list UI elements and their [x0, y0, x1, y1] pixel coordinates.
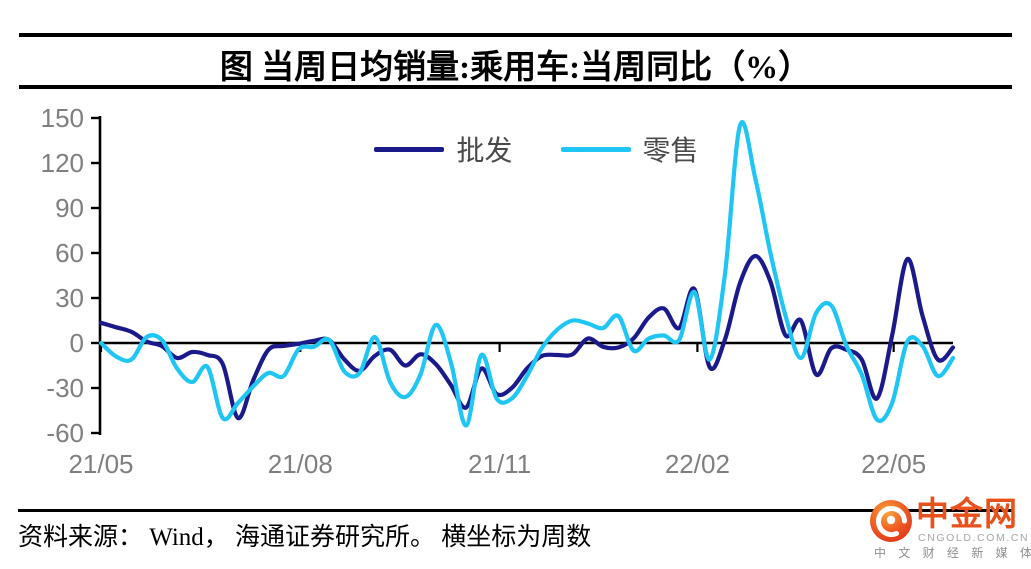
legend-label-retail: 零售: [642, 136, 699, 167]
chart-legend: 批发 零售: [0, 129, 1031, 169]
title-rule-bottom: [19, 85, 1012, 89]
cngold-swirl-icon: [870, 500, 912, 542]
x-tick-label: 21/11: [468, 449, 532, 479]
y-tick-label: 60: [55, 238, 84, 268]
x-tick-label: 21/05: [68, 449, 134, 479]
title-rule-top: [19, 33, 1012, 37]
x-tick-label: 22/02: [664, 449, 730, 479]
x-tick-label: 22/05: [861, 449, 927, 479]
y-tick-label: 30: [55, 283, 84, 313]
y-tick-label: 120: [40, 148, 84, 178]
legend-item-wholesale: 批发: [374, 129, 513, 169]
y-tick-label: 0: [69, 328, 84, 358]
cngold-logo: 中金网 CNGOLD.COM.CN 中 文 财 经 新 媒 体: [866, 496, 1031, 566]
logo-tagline: 中 文 财 经 新 媒 体: [874, 546, 1031, 560]
y-tick-label: 150: [40, 103, 84, 133]
legend-item-retail: 零售: [560, 129, 699, 169]
series-line-wholesale: [98, 253, 956, 421]
chart-title: 图 当周日均销量:乘用车:当周同比（%）: [219, 50, 812, 86]
x-tick-label: 21/08: [267, 449, 333, 479]
source-note: 资料来源： Wind， 海通证券研究所。 横坐标为周数: [18, 524, 592, 551]
y-tick-label: 90: [55, 193, 84, 223]
y-tick-label: -30: [46, 373, 84, 403]
footer-rule: [18, 509, 1013, 512]
retail-line-swatch: [560, 146, 631, 152]
wholesale-line-swatch: [374, 146, 445, 152]
y-tick-label: -60: [46, 418, 84, 448]
legend-label-wholesale: 批发: [456, 136, 513, 167]
logo-title: 中金网: [916, 497, 1018, 533]
logo-domain: CNGOLD.COM.CN: [918, 532, 1030, 544]
series-line-retail: [98, 120, 956, 428]
